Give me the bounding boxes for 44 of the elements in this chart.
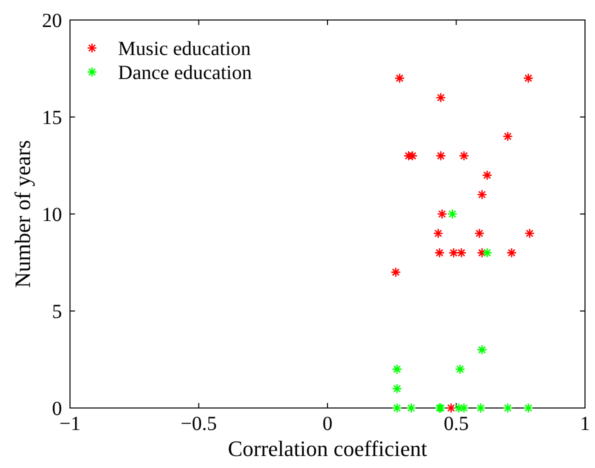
point <box>523 402 534 414</box>
point <box>390 267 401 278</box>
point <box>502 402 513 414</box>
y-tick-label: 15 <box>42 107 62 129</box>
x-tick-label: 1 <box>580 413 590 435</box>
point <box>436 92 446 103</box>
legend-label: Dance education <box>118 62 252 84</box>
x-axis-title: Correlation coefficient <box>228 436 428 461</box>
point <box>454 364 466 374</box>
point <box>502 131 513 142</box>
y-tick-label: 10 <box>42 204 62 226</box>
point <box>476 248 488 258</box>
point <box>506 248 517 258</box>
x-tick-label: −0.5 <box>180 413 217 435</box>
point <box>392 383 402 394</box>
point <box>476 189 488 200</box>
point <box>482 248 492 258</box>
y-tick-label: 0 <box>52 398 62 420</box>
point <box>454 402 464 414</box>
point <box>482 170 492 180</box>
point <box>446 402 456 414</box>
point <box>433 228 444 239</box>
point <box>406 402 416 414</box>
point <box>436 208 448 220</box>
x-tick-label: 0 <box>322 413 332 435</box>
point <box>447 208 458 220</box>
point <box>458 150 470 161</box>
point <box>474 228 485 239</box>
y-tick-label: 5 <box>52 301 62 323</box>
x-tick-label: 0.5 <box>444 413 469 435</box>
point <box>476 344 488 355</box>
x-tick-label: −1 <box>59 413 81 435</box>
point <box>436 150 446 161</box>
point <box>434 248 445 258</box>
point <box>458 402 470 414</box>
y-tick-label: 20 <box>42 10 62 32</box>
point <box>392 402 402 414</box>
legend-label: Music education <box>118 38 251 60</box>
point <box>523 73 534 84</box>
y-axis-title: Number of years <box>10 140 35 288</box>
point <box>476 402 486 414</box>
point <box>392 364 402 374</box>
point <box>524 228 535 239</box>
point <box>394 73 405 84</box>
